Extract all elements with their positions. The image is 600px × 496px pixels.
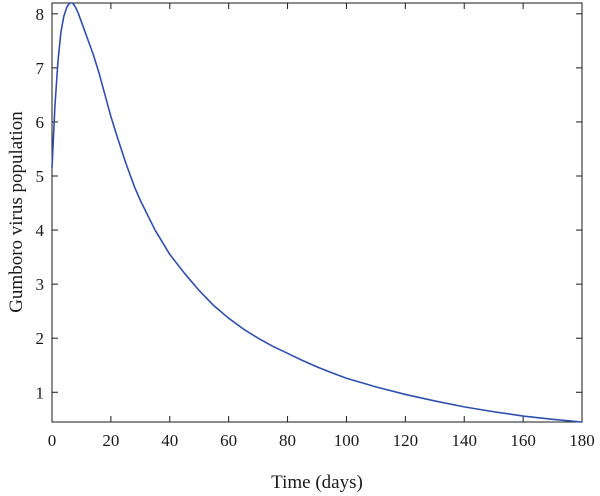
series-layer xyxy=(51,2,583,423)
x-tick-label: 40 xyxy=(161,431,178,450)
x-tick-label: 100 xyxy=(334,431,360,450)
x-tick-label: 160 xyxy=(510,431,536,450)
y-axis-title: Gumboro virus population xyxy=(6,111,27,313)
y-tick-label: 3 xyxy=(36,275,45,294)
x-tick-label: 0 xyxy=(48,431,57,450)
x-axis-ticks: 0 20 40 60 80 100 120 140 160 180 xyxy=(48,3,595,450)
x-tick-label: 180 xyxy=(569,431,595,450)
y-tick-label: 7 xyxy=(36,59,45,78)
y-tick-label: 8 xyxy=(36,5,45,24)
plot-frame xyxy=(51,2,583,423)
y-tick-label: 5 xyxy=(36,167,45,186)
y-tick-label: 2 xyxy=(36,329,45,348)
x-tick-label: 20 xyxy=(102,431,119,450)
x-tick-label: 60 xyxy=(220,431,237,450)
series-line-0 xyxy=(51,2,583,423)
y-tick-label: 1 xyxy=(36,383,45,402)
x-axis-title: Time (days) xyxy=(271,472,363,493)
x-tick-label: 80 xyxy=(279,431,296,450)
y-axis-ticks: 1 2 3 4 5 6 7 8 xyxy=(36,5,582,402)
y-tick-label: 4 xyxy=(36,221,45,240)
y-tick-label: 6 xyxy=(36,113,45,132)
x-tick-label: 140 xyxy=(451,431,477,450)
x-tick-label: 120 xyxy=(393,431,419,450)
